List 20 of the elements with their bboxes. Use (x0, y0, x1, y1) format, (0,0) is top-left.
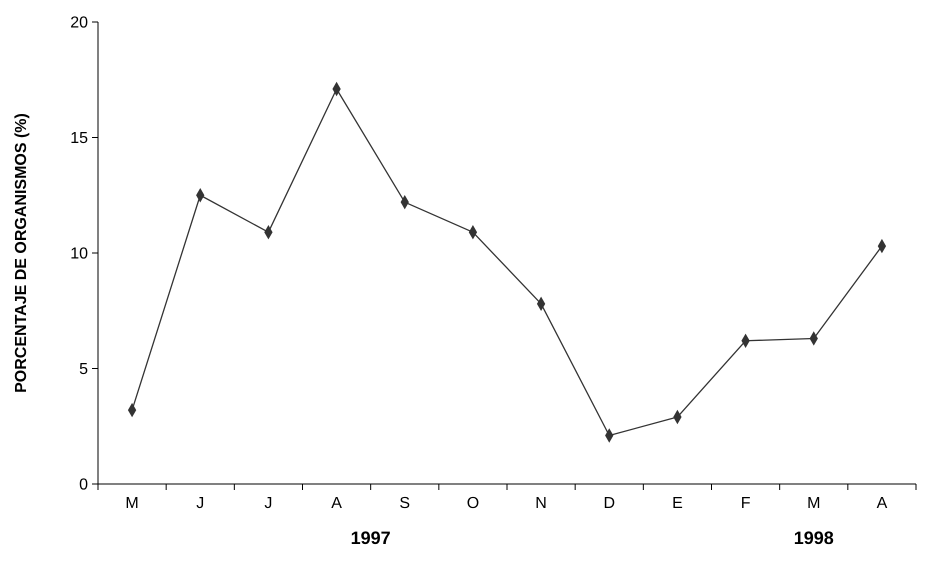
y-tick-label: 10 (70, 246, 88, 263)
y-tick-label: 15 (70, 130, 88, 148)
x-tick-label: E (672, 495, 683, 512)
y-axis-title: PORCENTAJE DE ORGANISMOS (%) (13, 113, 30, 393)
x-tick-label: A (331, 495, 342, 512)
text: 1998 (794, 528, 834, 548)
text: 1997 (350, 528, 391, 548)
x-tick-label: S (399, 495, 410, 512)
x-tick-label: D (603, 495, 616, 512)
y-tick-label: 20 (70, 14, 88, 32)
y-tick-label: 0 (79, 476, 88, 494)
x-tick-label: F (740, 495, 751, 512)
x-tick-label: M (125, 495, 139, 512)
x-tick-label: O (466, 495, 480, 512)
x-tick-label: J (264, 495, 272, 512)
x-tick-label: J (196, 495, 204, 512)
x-tick-label: M (807, 495, 820, 512)
x-tick-label: N (535, 495, 547, 512)
x-tick-label: A (876, 495, 888, 512)
y-tick-label: 5 (79, 361, 88, 378)
